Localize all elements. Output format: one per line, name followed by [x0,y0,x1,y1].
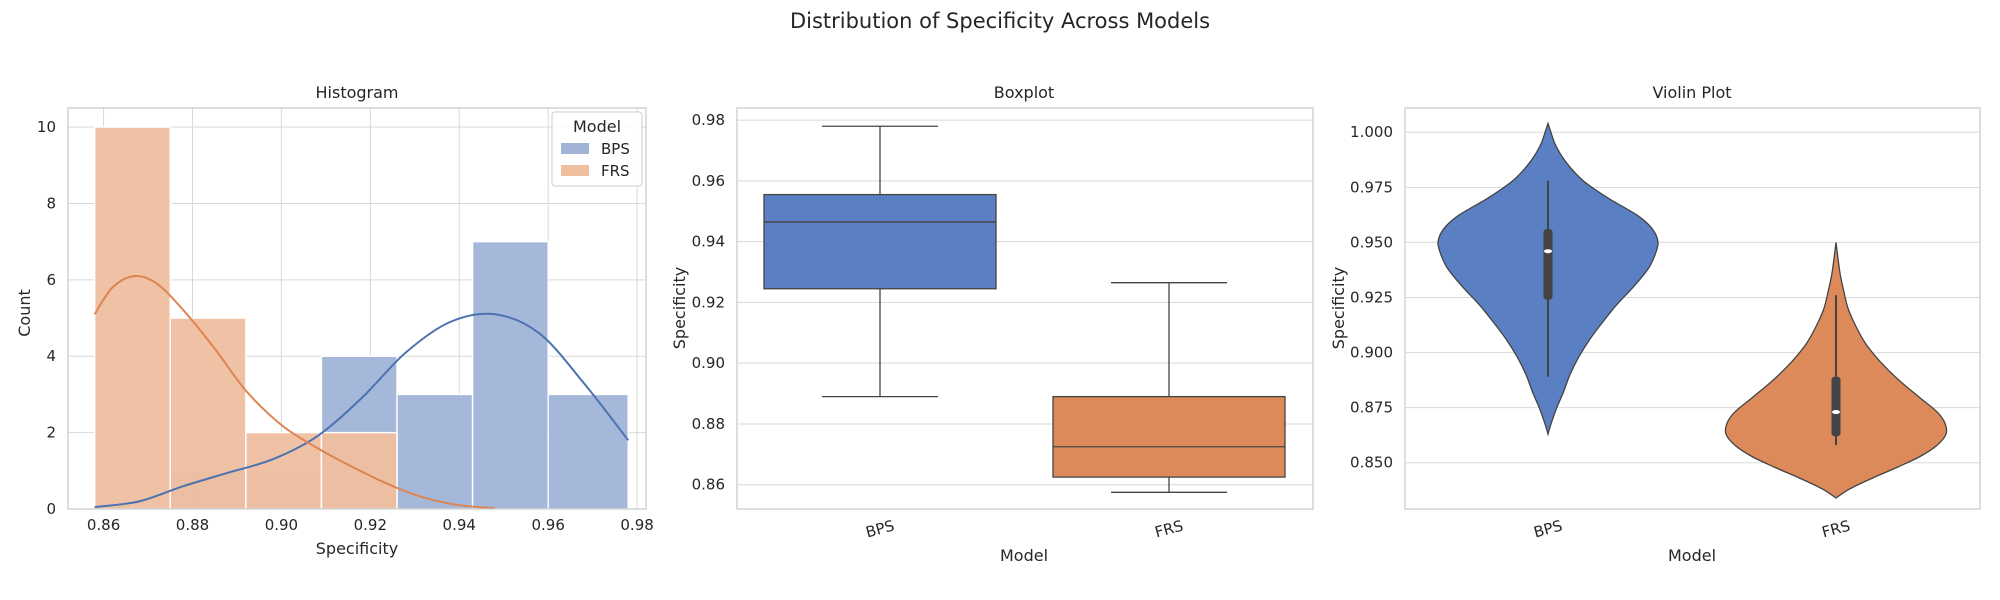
boxplot-box-bps [763,193,997,290]
violin-frame [1404,107,1981,510]
histogram-x-tick: 0.96 [531,516,564,534]
legend-swatch-frs [561,165,589,176]
histogram-panel: Histogram 0.86 0.88 0.90 0.92 0.94 0.96 0.98 0 2… [15,83,654,558]
histogram-y-tick: 2 [46,424,56,442]
histogram-x-tick: 0.92 [354,516,387,534]
violin-y-tick: 0.950 [1350,233,1393,251]
violin-y-tick: 0.925 [1350,288,1393,306]
histogram-y-tick: 6 [46,271,56,289]
boxplot-y-tick: 0.90 [692,354,725,372]
violin-panel: Violin Plot 0.850 0.875 0.900 0.925 0.950 0.9… [1329,83,1981,565]
legend-title: Model [573,117,621,136]
figure-title: Distribution of Specificity Across Model… [790,9,1210,33]
histogram-title: Histogram [316,83,399,102]
violin-y-tick: 0.975 [1350,178,1393,196]
violin-y-tick: 1.000 [1350,123,1393,141]
histogram-y-tick: 10 [37,118,56,136]
legend-swatch-bps [561,143,589,154]
boxplot-y-tick: 0.88 [692,415,725,433]
boxplot-y-tick: 0.92 [692,293,725,311]
histogram-frame [67,107,647,510]
violin-y-tick: 0.875 [1350,399,1393,417]
violin-iqr-frs [1831,376,1841,437]
boxplot-y-tick: 0.94 [692,233,725,251]
violin-median-bps [1544,249,1552,254]
histogram-x-tick: 0.94 [443,516,476,534]
histogram-bar-bps [547,393,629,510]
violin-x-tick: BPS [1532,517,1565,542]
histogram-bar-frs [169,317,247,510]
boxplot-xlabel: Model [1000,546,1048,565]
histogram-legend: Model BPS FRS [551,111,643,187]
violin-title: Violin Plot [1652,83,1731,102]
boxplot-box-frs [1052,395,1286,478]
violin-y-tick: 0.850 [1350,454,1393,472]
histogram-y-tick: 8 [46,194,56,212]
boxplot-title: Boxplot [994,83,1054,102]
violin-y-tick: 0.900 [1350,344,1393,362]
histogram-kde-frs [93,274,495,510]
boxplot-x-tick: BPS [864,517,897,542]
histogram-y-tick: 4 [46,347,56,365]
histogram-bar-bps [471,240,549,510]
violin-ylabel: Specificity [1329,267,1348,349]
boxplot-y-tick: 0.96 [692,172,725,190]
histogram-xlabel: Specificity [316,539,398,558]
boxplot-y-tick: 0.98 [692,111,725,129]
histogram-bar-frs [93,126,171,510]
boxplot-panel: Boxplot 0.86 0.88 0.90 0.92 0.94 0.96 0.98 BPS F… [670,83,1314,565]
histogram-x-tick: 0.88 [176,516,209,534]
boxplot-y-tick: 0.86 [692,476,725,494]
boxplot-x-tick: FRS [1153,517,1185,542]
histogram-x-tick: 0.86 [87,516,120,534]
violin-xlabel: Model [1668,546,1716,565]
boxplot-frame [736,107,1314,510]
histogram-y-tick: 0 [46,500,56,518]
histogram-kde-bps [94,312,630,509]
legend-label-bps: BPS [601,140,630,158]
violin-x-tick: FRS [1820,517,1852,542]
violin-median-frs [1832,410,1840,415]
violin-iqr-bps [1543,229,1553,300]
histogram-ylabel: Count [15,289,34,337]
histogram-bar-frs [245,431,323,510]
boxplot-ylabel: Specificity [670,267,689,349]
histogram-x-tick: 0.98 [620,516,653,534]
histogram-x-tick: 0.90 [265,516,298,534]
legend-label-frs: FRS [601,162,630,180]
